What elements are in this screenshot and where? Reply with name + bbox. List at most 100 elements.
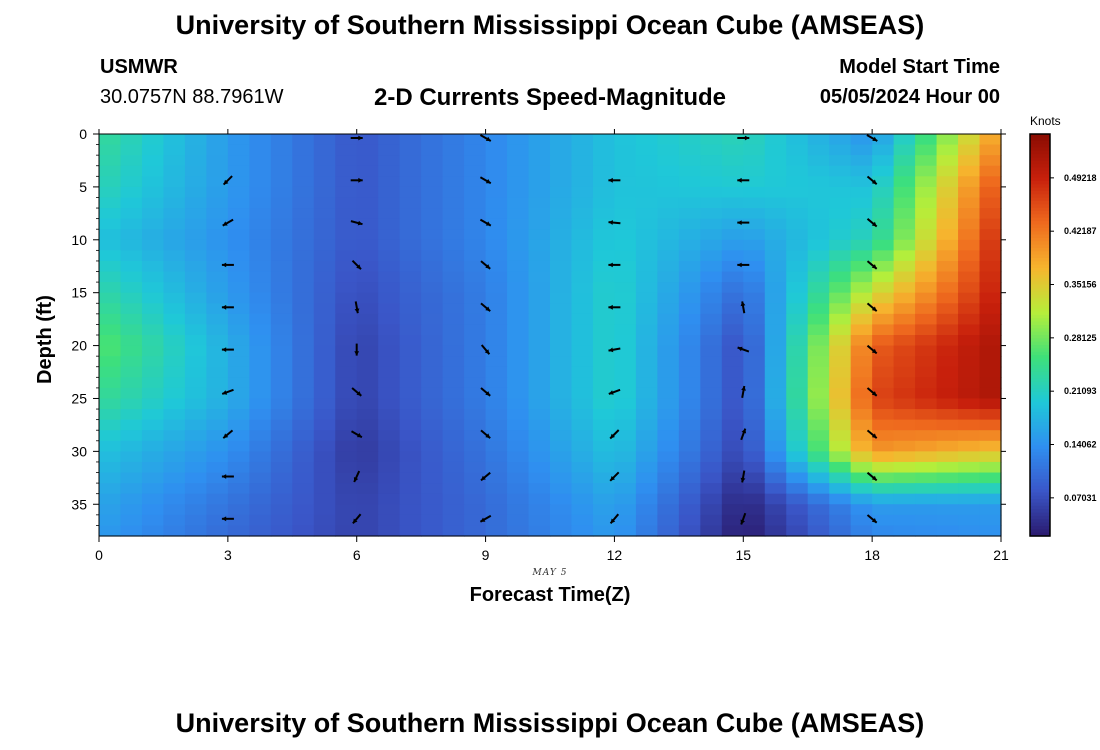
- heatmap-cell: [313, 165, 336, 177]
- heatmap-cell: [485, 440, 508, 452]
- heatmap-cell: [399, 271, 422, 283]
- heatmap-cell: [764, 398, 787, 410]
- heatmap-cell: [635, 165, 658, 177]
- heatmap-cell: [743, 387, 766, 400]
- heatmap-cell: [206, 229, 229, 241]
- heatmap-cell: [635, 419, 658, 431]
- heatmap-cell: [421, 409, 444, 421]
- heatmap-cell: [206, 292, 229, 304]
- heatmap-cell: [378, 324, 401, 336]
- heatmap-cell: [270, 335, 293, 347]
- heatmap-cell: [657, 430, 680, 442]
- heatmap-cell: [958, 472, 981, 484]
- heatmap-cell: [356, 176, 379, 188]
- heatmap-cell: [979, 472, 1002, 484]
- heatmap-cell: [721, 292, 744, 304]
- heatmap-cell: [335, 186, 358, 199]
- heatmap-cell: [141, 250, 165, 262]
- heatmap-cell: [421, 377, 444, 389]
- heatmap-cell: [507, 398, 530, 410]
- heatmap-cell: [378, 514, 401, 527]
- heatmap-cell: [485, 260, 508, 273]
- heatmap-cell: [313, 134, 336, 146]
- heatmap-cell: [485, 483, 508, 495]
- heatmap-cell: [292, 514, 315, 527]
- colorbar-swatch: [1030, 244, 1050, 249]
- heatmap-cell: [378, 176, 401, 188]
- heatmap-cell: [528, 387, 551, 400]
- heatmap-cell: [958, 197, 981, 209]
- colorbar-frame: [1029, 133, 1051, 537]
- heatmap-cell: [872, 165, 895, 177]
- heatmap-cell: [227, 313, 250, 326]
- heatmap-cell: [550, 525, 573, 537]
- heatmap-cell: [399, 514, 422, 527]
- heatmap-cell: [442, 250, 465, 262]
- heatmap-cell: [99, 430, 122, 442]
- heatmap-cell: [764, 303, 787, 315]
- heatmap-cell: [485, 155, 508, 167]
- heatmap-cell: [507, 461, 530, 474]
- heatmap-cell: [356, 134, 379, 146]
- heatmap-cell: [721, 208, 744, 220]
- heatmap-cell: [270, 409, 293, 421]
- heatmap-cell: [592, 493, 616, 505]
- heatmap-cell: [120, 282, 143, 294]
- heatmap-cell: [227, 303, 250, 315]
- heatmap-cell: [421, 387, 444, 400]
- heatmap-cell: [743, 493, 766, 505]
- colorbar-swatch: [1030, 371, 1050, 376]
- heatmap-cell: [807, 419, 830, 431]
- heatmap-cell: [120, 292, 143, 304]
- heatmap-cell: [550, 260, 573, 273]
- heatmap-cell: [507, 335, 530, 347]
- heatmap-cell: [356, 451, 379, 463]
- heatmap-cell: [378, 387, 401, 400]
- colorbar-tick-label: 0.21093: [1064, 386, 1097, 396]
- heatmap-cell: [507, 493, 530, 505]
- heatmap-cell: [206, 282, 229, 294]
- heatmap-cell: [206, 440, 229, 452]
- heatmap-cell: [807, 430, 830, 442]
- heatmap-cell: [378, 208, 401, 220]
- heatmap-cell: [120, 525, 143, 537]
- heatmap-cell: [399, 419, 422, 431]
- current-vector: [866, 514, 878, 524]
- heatmap-cell: [270, 144, 293, 156]
- heatmap-cell: [958, 313, 981, 326]
- heatmap-cell: [399, 430, 422, 442]
- heatmap-cell: [635, 134, 658, 146]
- heatmap-cell: [678, 155, 701, 167]
- heatmap-cell: [807, 324, 830, 336]
- current-vector: [609, 471, 620, 482]
- heatmap-cell: [872, 514, 895, 527]
- heatmap-cell: [592, 335, 616, 347]
- y-tick-label: 15: [71, 285, 87, 301]
- y-tick-label: 10: [71, 232, 87, 248]
- heatmap-cell: [356, 345, 379, 357]
- heatmap-cell: [958, 409, 981, 421]
- heatmap-cell: [721, 440, 744, 452]
- colorbar-swatch: [1030, 154, 1050, 159]
- current-vector: [866, 134, 878, 142]
- heatmap-cell: [893, 282, 916, 294]
- heatmap-cell: [571, 134, 594, 146]
- heatmap-cell: [786, 345, 809, 357]
- heatmap-cell: [313, 461, 336, 474]
- current-vector: [354, 343, 360, 356]
- colorbar-swatch: [1030, 529, 1050, 534]
- colorbar-swatch: [1030, 271, 1050, 276]
- colorbar-swatch: [1030, 247, 1050, 252]
- heatmap-cell: [206, 271, 229, 283]
- heatmap-cell: [743, 461, 766, 474]
- colorbar-swatch: [1030, 147, 1050, 152]
- current-vector: [222, 218, 234, 227]
- heatmap-cell: [592, 165, 616, 177]
- heatmap-cell: [120, 250, 143, 262]
- heatmap-cell: [99, 197, 122, 209]
- heatmap-cell: [184, 472, 207, 484]
- heatmap-cell: [421, 155, 444, 167]
- heatmap-cell: [163, 134, 186, 146]
- heatmap-cell: [292, 356, 315, 368]
- heatmap-cell: [120, 155, 143, 167]
